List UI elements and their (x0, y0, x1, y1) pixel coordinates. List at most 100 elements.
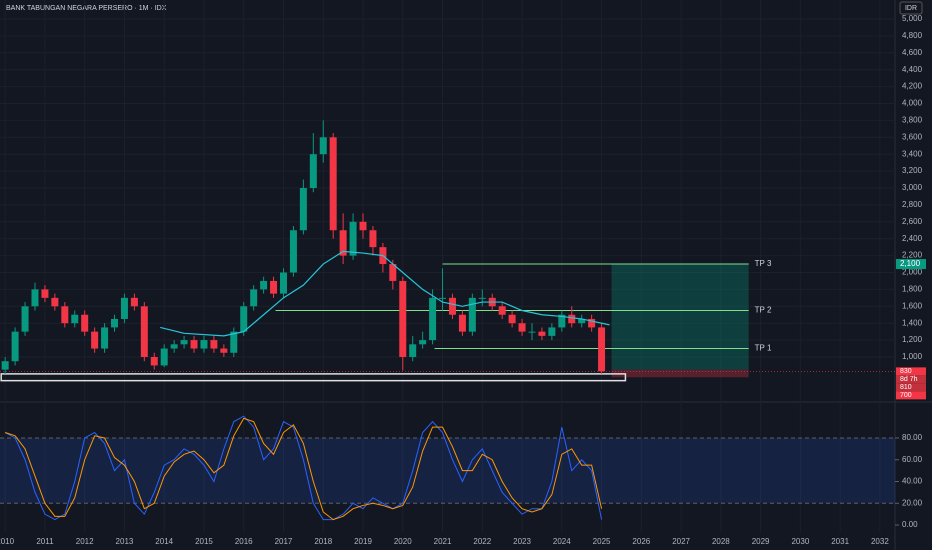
price-badge (896, 383, 926, 392)
x-tick-label: 2011 (36, 537, 54, 546)
x-tick-label: 2019 (354, 537, 372, 546)
y-tick-label: 1,200 (902, 335, 923, 344)
x-tick-label: 2014 (155, 537, 173, 546)
candle-body (279, 272, 287, 294)
candle-body (548, 327, 556, 336)
price-badge (896, 375, 926, 384)
y-tick-label: 4,200 (902, 82, 923, 91)
y-tick-label: 2,200 (902, 251, 923, 260)
osc-tick-label: 40.00 (902, 477, 923, 486)
x-tick-label: 2029 (752, 537, 770, 546)
candle-body (230, 331, 238, 353)
candle-body (140, 306, 148, 357)
candle-body (498, 306, 506, 315)
candle-body (81, 314, 89, 332)
candle-body (1, 361, 9, 370)
candle-body (429, 297, 437, 341)
candle-body (111, 318, 119, 328)
x-tick-label: 2010 (0, 537, 15, 546)
candle-body (508, 314, 516, 324)
price-badge-label: 2,100 (900, 259, 921, 268)
price-badge (896, 259, 926, 270)
y-tick-label: 1,000 (902, 352, 923, 361)
x-tick-label: 2017 (275, 537, 293, 546)
y-tick-label: 4,400 (902, 65, 923, 74)
target-zone (611, 264, 749, 370)
candle-body (439, 297, 447, 299)
candle-body (41, 289, 49, 298)
price-badge-label: 830 (900, 368, 912, 375)
candle-body (200, 340, 208, 349)
candle-body (21, 306, 29, 332)
candle-body (598, 327, 606, 372)
chart-title: BANK TABUNGAN NEGARA PERSERO · 1M · IDX (6, 5, 167, 12)
target-label: TP 1 (755, 344, 772, 353)
candle-body (170, 344, 178, 349)
candle-body (528, 331, 536, 333)
candle-body (319, 137, 327, 155)
x-tick-label: 2032 (871, 537, 889, 546)
x-tick-label: 2013 (116, 537, 134, 546)
support-box (0, 373, 627, 382)
target-label: TP 3 (755, 259, 772, 268)
candle-body (240, 306, 248, 332)
candle-body (448, 297, 456, 315)
osc-tick-label: 20.00 (902, 498, 923, 507)
moving-average (160, 250, 610, 337)
oscillator-line (5, 417, 603, 521)
x-tick-label: 2020 (394, 537, 412, 546)
oscillator-band (0, 437, 895, 504)
x-tick-label: 2030 (791, 537, 809, 546)
price-badge-label: 810 (900, 384, 912, 391)
x-tick-label: 2021 (434, 537, 452, 546)
candle-body (339, 230, 347, 256)
candle-body (91, 331, 99, 349)
price-badge (896, 367, 926, 376)
y-tick-label: 3,400 (902, 149, 923, 158)
candle-body (51, 297, 59, 307)
candle-body (120, 297, 128, 319)
candle-body (260, 280, 268, 290)
y-tick-label: 3,600 (902, 132, 923, 141)
x-tick-label: 2024 (553, 537, 571, 546)
stop-zone (611, 369, 749, 378)
target-label: TP 2 (755, 306, 772, 315)
candle-body (468, 297, 476, 332)
x-tick-label: 2018 (314, 537, 332, 546)
y-tick-label: 1,800 (902, 285, 923, 294)
osc-tick-label: 60.00 (902, 455, 923, 464)
candle-body (399, 280, 407, 357)
candle-body (289, 230, 297, 273)
candle-body (150, 356, 158, 366)
y-tick-label: 3,800 (902, 116, 923, 125)
x-tick-label: 2027 (672, 537, 690, 546)
candle-body (180, 340, 188, 345)
currency-box (899, 1, 923, 15)
candle-body (538, 331, 546, 336)
candle-body (558, 314, 566, 328)
candle-body (568, 314, 576, 324)
x-tick-label: 2023 (513, 537, 531, 546)
candle-body (101, 327, 109, 349)
candle-body (250, 289, 258, 307)
candle-body (359, 221, 367, 231)
osc-tick-label: 0.00 (902, 520, 918, 529)
osc-tick-label: 80.00 (902, 433, 923, 442)
y-tick-label: 2,400 (902, 234, 923, 243)
x-tick-label: 2025 (593, 537, 611, 546)
candle-body (409, 344, 417, 357)
y-tick-label: 2,800 (902, 200, 923, 209)
candle-body (210, 340, 218, 349)
y-tick-label: 1,600 (902, 301, 923, 310)
x-tick-label: 2016 (235, 537, 253, 546)
y-tick-label: 2,600 (902, 217, 923, 226)
candle-body (578, 318, 586, 324)
price-badge (896, 391, 926, 400)
y-tick-label: 4,000 (902, 99, 923, 108)
candle-body (329, 137, 337, 231)
y-tick-label: 1,400 (902, 318, 923, 327)
candle-body (61, 306, 69, 324)
x-tick-label: 2028 (712, 537, 730, 546)
y-tick-label: 4,600 (902, 48, 923, 57)
